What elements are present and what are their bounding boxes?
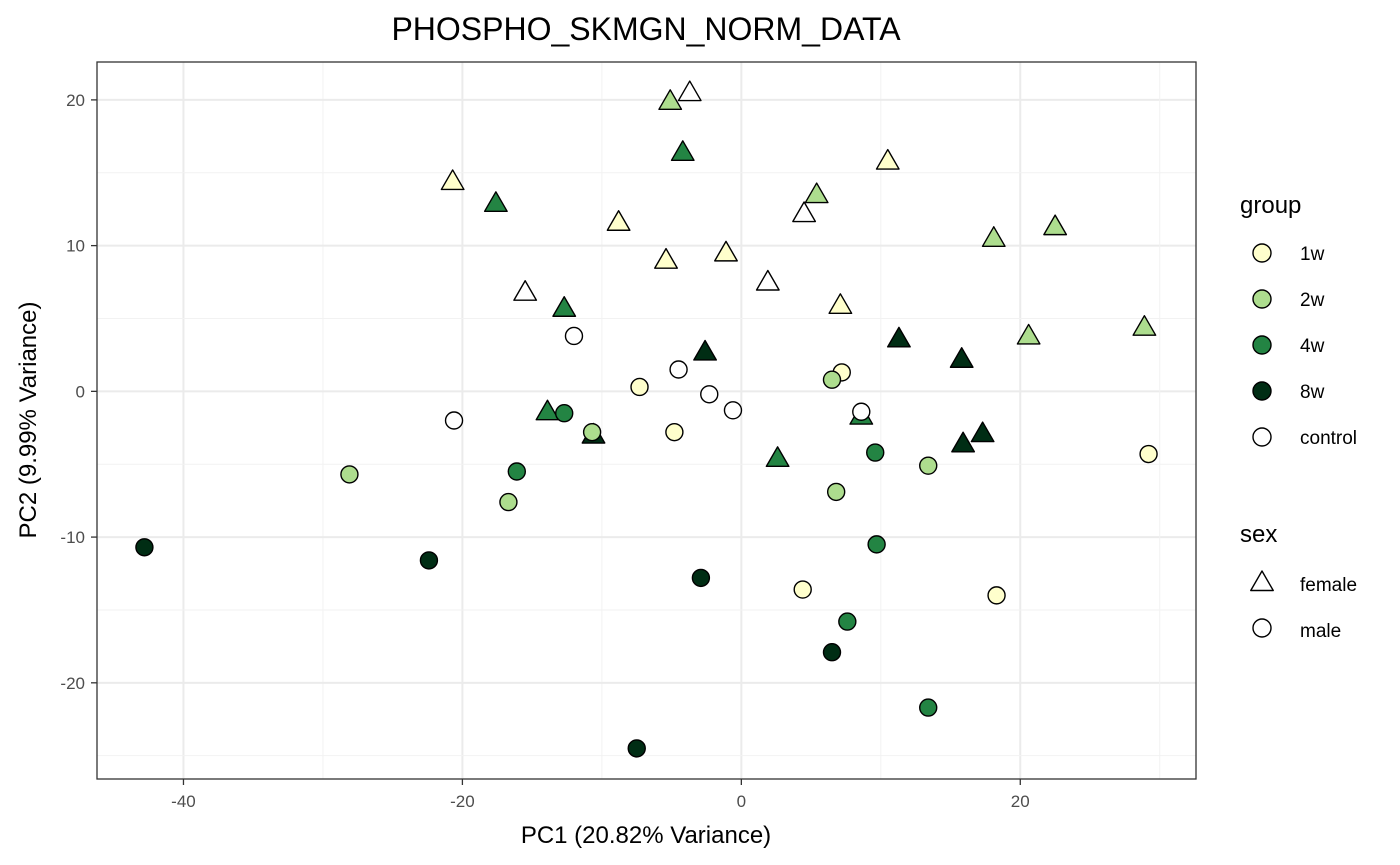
legend-label-control: control xyxy=(1300,428,1357,449)
data-point-8w-female xyxy=(951,431,976,453)
data-point-2w-female xyxy=(658,89,683,111)
data-point-2w-male xyxy=(340,465,359,484)
data-point-control-male xyxy=(444,411,464,430)
y-tick-label: -20 xyxy=(60,674,85,693)
data-point-4w-male xyxy=(867,535,886,554)
data-point-1w-male xyxy=(665,422,684,442)
data-point-1w-female xyxy=(654,247,678,269)
data-point-4w-male xyxy=(919,698,938,717)
data-point-2w-male xyxy=(582,422,602,442)
data-point-4w-male xyxy=(507,462,526,481)
data-point-control-female xyxy=(677,80,702,102)
legend-key-male xyxy=(1252,618,1272,638)
x-tick-label: -20 xyxy=(450,792,475,811)
y-axis-ticks: -20 -10 0 10 20 xyxy=(60,91,97,693)
data-point-1w-female xyxy=(828,293,853,315)
data-point-1w-female xyxy=(440,169,465,191)
data-point-2w-female xyxy=(1016,323,1041,345)
x-tick-label: 20 xyxy=(1011,792,1030,811)
data-point-8w-male xyxy=(135,538,154,557)
data-point-1w-female xyxy=(606,210,631,231)
legend-key-1w xyxy=(1252,243,1272,263)
data-point-control-female xyxy=(755,269,780,291)
y-tick-label: 20 xyxy=(66,91,85,110)
legend-label-1w: 1w xyxy=(1300,244,1325,265)
legend-key-female xyxy=(1250,570,1274,592)
x-tick-label: 0 xyxy=(737,792,746,811)
plot-panel-border xyxy=(96,61,1197,780)
data-point-8w-male xyxy=(691,568,711,588)
y-tick-label: 0 xyxy=(76,382,85,401)
y-tick-label: -10 xyxy=(60,528,85,547)
legend-label-female: female xyxy=(1300,575,1357,596)
data-point-control-female xyxy=(513,280,538,301)
data-point-8w-female xyxy=(949,347,974,368)
legend-key-4w xyxy=(1252,335,1272,355)
data-point-4w-female xyxy=(765,446,790,468)
data-point-2w-female xyxy=(981,226,1006,247)
data-point-4w-female xyxy=(670,140,695,162)
data-point-4w-male xyxy=(555,404,574,423)
data-point-2w-male xyxy=(919,456,938,475)
grid-lines xyxy=(97,62,1196,779)
legend-label-male: male xyxy=(1300,621,1341,642)
data-point-8w-male xyxy=(822,643,842,662)
data-point-control-male xyxy=(723,401,743,420)
legend-key-8w xyxy=(1252,381,1272,401)
y-axis-title: PC2 (9.99% Variance) xyxy=(15,302,42,539)
legend-label-4w: 4w xyxy=(1300,336,1325,357)
data-point-8w-female xyxy=(970,421,995,443)
data-point-1w-male xyxy=(1139,444,1158,464)
data-point-1w-female xyxy=(714,240,738,262)
data-point-4w-female xyxy=(535,399,560,421)
legend-sex-title: sex xyxy=(1240,521,1277,548)
data-point-2w-female xyxy=(1132,314,1157,336)
data-point-2w-male xyxy=(499,492,518,512)
data-point-control-male xyxy=(700,385,719,404)
legend-label-2w: 2w xyxy=(1300,290,1325,311)
legend-label-8w: 8w xyxy=(1300,382,1325,403)
legend-key-2w xyxy=(1252,289,1272,309)
data-point-2w-male xyxy=(822,370,842,389)
data-point-2w-female xyxy=(804,182,829,204)
x-tick-label: -40 xyxy=(171,792,196,811)
data-point-control-female xyxy=(792,201,817,223)
x-axis-title: PC1 (20.82% Variance) xyxy=(521,822,771,849)
legend-key-control xyxy=(1252,427,1272,447)
data-point-4w-female xyxy=(483,191,508,213)
data-points xyxy=(135,80,1158,758)
legend-group-title: group xyxy=(1240,192,1301,219)
data-point-control-male xyxy=(564,326,584,346)
chart-title: PHOSPHO_SKMGN_NORM_DATA xyxy=(391,11,901,47)
data-point-1w-male xyxy=(793,580,812,599)
data-point-8w-female xyxy=(886,326,911,348)
data-point-1w-female xyxy=(875,148,900,170)
legend: group 1w 2w 4w 8w control sex female male xyxy=(1240,192,1357,642)
data-point-2w-female xyxy=(1043,214,1068,236)
data-point-control-male xyxy=(852,402,871,421)
x-axis-ticks: -40 -20 0 20 xyxy=(171,779,1030,811)
data-point-8w-male xyxy=(419,551,439,570)
y-tick-label: 10 xyxy=(66,237,85,256)
data-point-1w-male xyxy=(630,377,649,397)
data-point-4w-male xyxy=(866,443,885,462)
data-point-4w-male xyxy=(838,612,857,631)
data-point-1w-male xyxy=(987,586,1006,605)
data-point-2w-male xyxy=(826,482,846,502)
data-point-8w-male xyxy=(627,739,646,758)
data-point-4w-female xyxy=(552,296,577,317)
data-point-8w-female xyxy=(693,339,718,361)
data-point-control-male xyxy=(669,360,688,379)
